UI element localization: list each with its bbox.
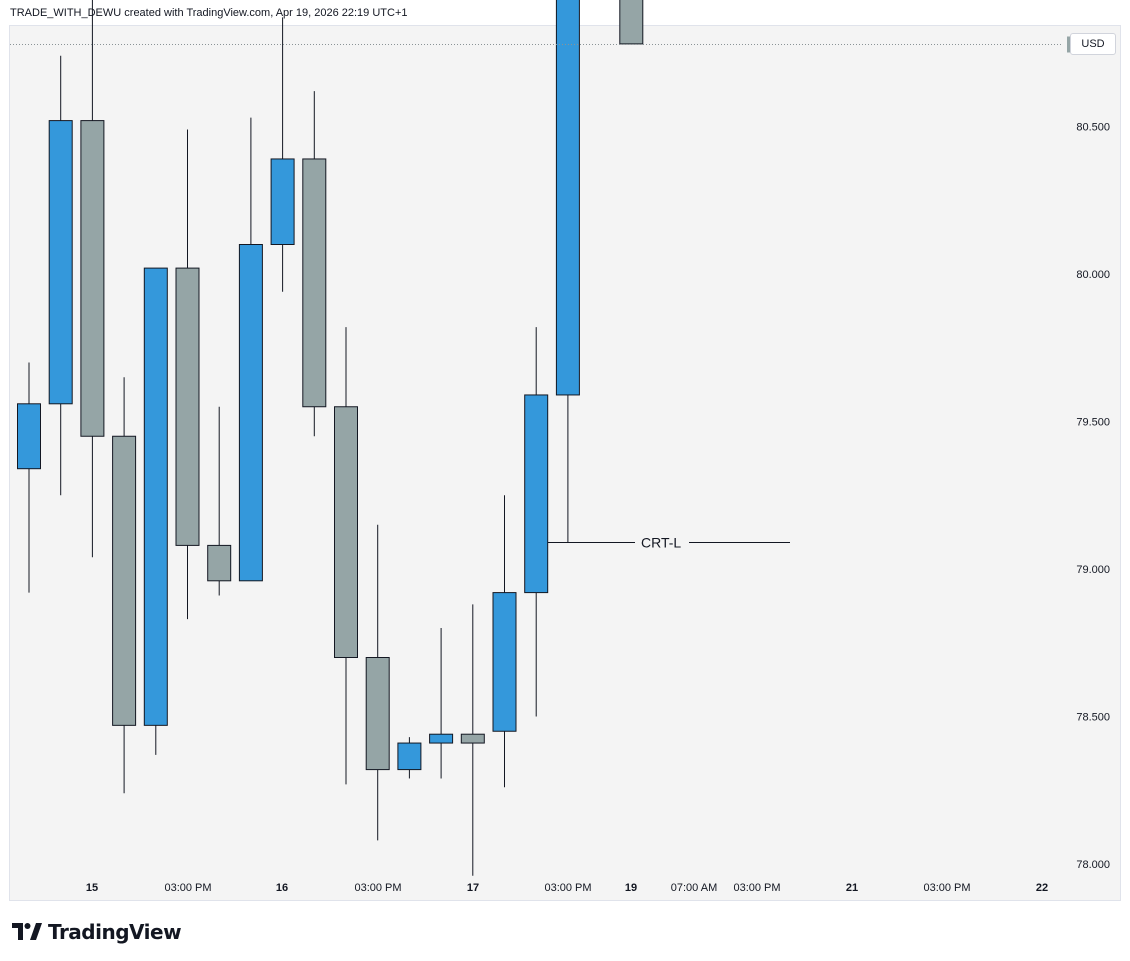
candle xyxy=(524,327,549,717)
candles-layer xyxy=(17,0,644,876)
bear-candle-body xyxy=(302,158,327,408)
candle xyxy=(270,17,295,292)
tradingview-logo-text: TradingView xyxy=(48,920,182,944)
candle xyxy=(48,55,73,496)
tradingview-logo[interactable]: TradingView xyxy=(12,918,182,946)
candle xyxy=(429,628,454,779)
candle xyxy=(17,362,41,593)
x-tick-label: 19 xyxy=(625,882,637,894)
x-tick-label: 03:00 PM xyxy=(733,882,780,894)
y-tick-label: 80.000 xyxy=(1076,269,1110,281)
x-tick-label: 17 xyxy=(467,882,479,894)
bear-candle-body xyxy=(334,406,358,658)
candle xyxy=(334,327,358,785)
crt-l-label: CRT-L xyxy=(641,534,681,550)
annotation-layer: Key LevelCRT-HCRT-L xyxy=(537,534,790,550)
bull-candle-body xyxy=(143,267,168,726)
bear-candle-body xyxy=(365,657,390,771)
bull-candle-body xyxy=(429,733,454,744)
x-tick-label: 03:00 PM xyxy=(164,882,211,894)
x-tick-label: 03:00 PM xyxy=(923,882,970,894)
x-tick-label: 03:00 PM xyxy=(354,882,401,894)
y-tick-label: 78.500 xyxy=(1076,712,1110,724)
y-tick-label: 79.000 xyxy=(1076,564,1110,576)
x-tick-label: 03:00 PM xyxy=(544,882,591,894)
candle xyxy=(238,117,263,582)
bear-candle-body xyxy=(207,544,232,582)
candle xyxy=(112,377,137,794)
candle xyxy=(397,737,422,779)
bull-candle-body xyxy=(17,403,41,470)
chart-credit: TRADE_WITH_DEWU created with TradingView… xyxy=(10,7,408,19)
currency-button[interactable]: USD xyxy=(1070,33,1116,55)
candle xyxy=(80,0,105,558)
bull-candle-body xyxy=(397,742,422,771)
bull-candle-body xyxy=(48,120,73,405)
candle xyxy=(143,267,168,755)
y-tick-label: 79.500 xyxy=(1076,417,1110,429)
bull-candle-body xyxy=(524,394,549,594)
x-tick-label: 07:00 AM xyxy=(671,882,717,894)
bull-candle-body xyxy=(238,244,263,582)
y-tick-label: 78.000 xyxy=(1076,859,1110,871)
candle xyxy=(460,604,485,876)
x-tick-label: 21 xyxy=(846,882,858,894)
candle xyxy=(619,0,644,45)
price-axis: 78.00078.50079.00079.50080.00080.50081.0… xyxy=(1076,122,1110,872)
bear-candle-body xyxy=(112,435,137,726)
x-tick-label: 16 xyxy=(276,882,288,894)
x-tick-label: 22 xyxy=(1036,882,1048,894)
x-tick-label: 15 xyxy=(86,882,98,894)
bull-candle-body xyxy=(492,592,517,732)
candle xyxy=(175,129,200,620)
bear-candle-body xyxy=(619,0,644,45)
time-axis: 15 03:00 PM 16 03:00 PM 17 03:00 PM 19 07:00 AM… xyxy=(86,882,1048,894)
bull-candle-body xyxy=(270,158,295,245)
bear-candle-body xyxy=(80,120,105,437)
bear-candle-body xyxy=(175,267,200,546)
bull-candle-body xyxy=(555,0,580,396)
y-tick-label: 80.500 xyxy=(1076,122,1110,134)
bear-candle-body xyxy=(460,733,485,744)
candle xyxy=(365,524,390,841)
tradingview-logo-icon xyxy=(12,923,42,940)
candle xyxy=(302,91,327,437)
candle xyxy=(492,495,517,788)
candle xyxy=(207,406,232,596)
candle xyxy=(555,0,580,543)
